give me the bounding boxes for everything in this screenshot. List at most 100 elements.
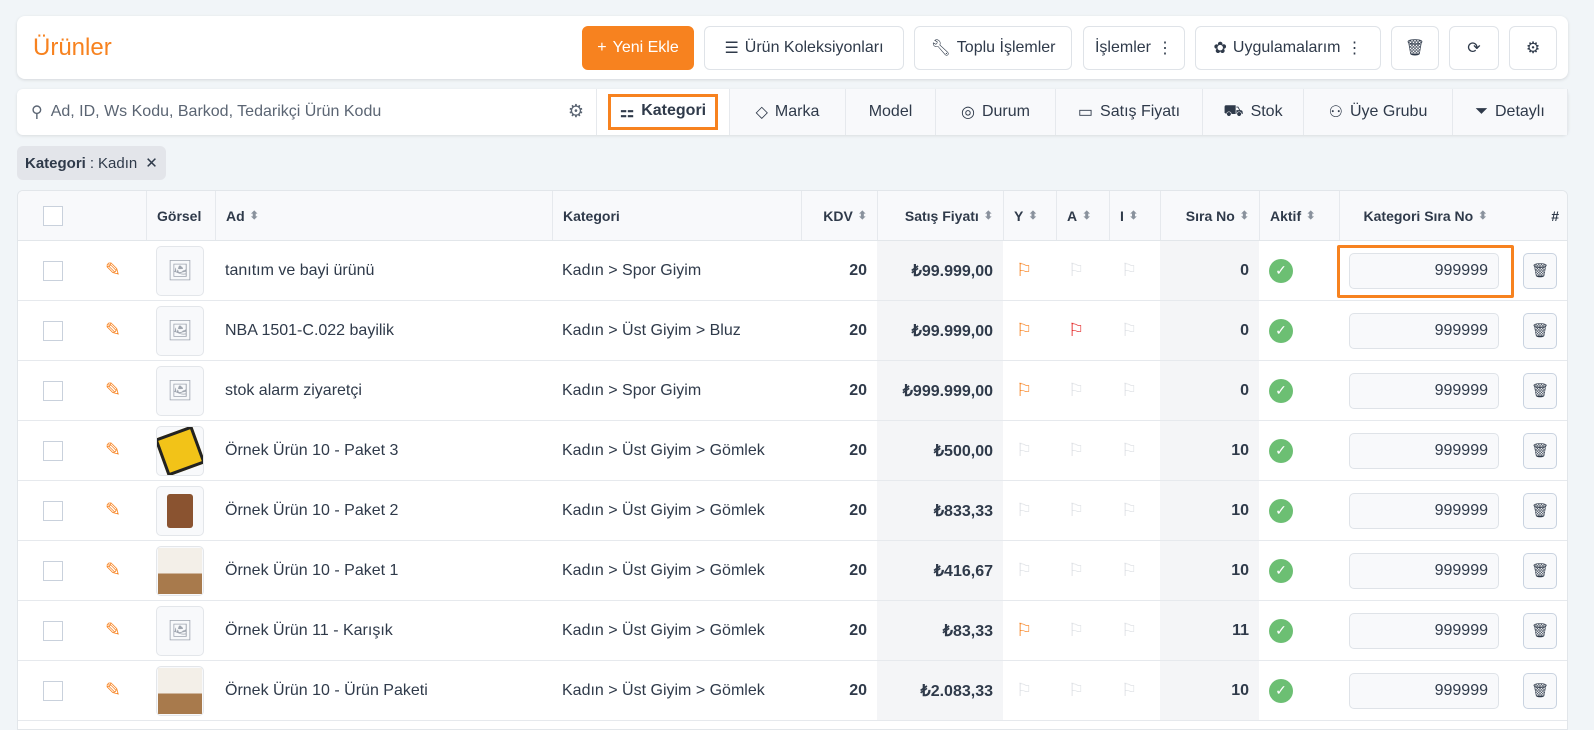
category-order-input[interactable]: 999999 bbox=[1349, 361, 1499, 420]
row-delete-button[interactable]: 🗑︎ bbox=[1523, 421, 1557, 480]
product-thumbnail[interactable]: 🖼︎ bbox=[156, 241, 204, 300]
row-delete-button[interactable]: 🗑︎ bbox=[1523, 481, 1557, 540]
filter-durum[interactable]: ◎ Durum bbox=[936, 89, 1056, 135]
actions-button[interactable]: İşlemler ⋮ bbox=[1083, 26, 1185, 70]
active-check-icon[interactable]: ✓ bbox=[1269, 241, 1293, 300]
row-checkbox[interactable] bbox=[43, 421, 63, 480]
flag-i-icon[interactable]: ⚐ bbox=[1121, 560, 1138, 580]
product-name[interactable]: Örnek Ürün 10 - Ürün Paketi bbox=[225, 681, 428, 699]
flag-i-icon[interactable]: ⚐ bbox=[1121, 320, 1138, 340]
flag-y-icon[interactable]: ⚐ bbox=[1016, 440, 1033, 460]
col-y[interactable]: Y ⬍ bbox=[1003, 191, 1056, 240]
filter-model[interactable]: Model bbox=[846, 89, 936, 135]
product-name[interactable]: NBA 1501-C.022 bayilik bbox=[225, 321, 394, 339]
active-check-icon[interactable]: ✓ bbox=[1269, 301, 1293, 360]
flag-a-icon[interactable]: ⚐ bbox=[1068, 560, 1085, 580]
apps-button[interactable]: ✿ Uygulamalarım ⋮ bbox=[1195, 26, 1381, 70]
delete-button[interactable]: 🗑︎ bbox=[1391, 26, 1439, 70]
flag-a-icon[interactable]: ⚐ bbox=[1068, 320, 1085, 340]
product-thumbnail[interactable] bbox=[156, 481, 204, 540]
search-settings-icon[interactable]: ⚙ bbox=[567, 101, 584, 121]
row-delete-button[interactable]: 🗑︎ bbox=[1523, 301, 1557, 360]
product-thumbnail[interactable] bbox=[156, 541, 204, 600]
filter-detayli[interactable]: ⏷ Detaylı bbox=[1453, 89, 1568, 135]
row-checkbox[interactable] bbox=[43, 661, 63, 720]
active-check-icon[interactable]: ✓ bbox=[1269, 421, 1293, 480]
collections-button[interactable]: ☰ Ürün Koleksiyonları bbox=[704, 26, 904, 70]
flag-y-icon[interactable]: ⚐ bbox=[1016, 260, 1033, 280]
filter-stok[interactable]: ⛟ Stok bbox=[1203, 89, 1304, 135]
filter-uye-grubu[interactable]: ⚇ Üye Grubu bbox=[1304, 89, 1453, 135]
flag-a-icon[interactable]: ⚐ bbox=[1068, 680, 1085, 700]
col-a[interactable]: A ⬍ bbox=[1056, 191, 1109, 240]
product-name[interactable]: Örnek Ürün 10 - Paket 1 bbox=[225, 561, 399, 579]
active-check-icon[interactable]: ✓ bbox=[1269, 481, 1293, 540]
flag-i-icon[interactable]: ⚐ bbox=[1121, 380, 1138, 400]
col-vat[interactable]: KDV ⬍ bbox=[801, 191, 877, 240]
flag-y-icon[interactable]: ⚐ bbox=[1016, 680, 1033, 700]
category-order-input[interactable]: 999999 bbox=[1349, 241, 1499, 300]
category-order-input[interactable]: 999999 bbox=[1349, 421, 1499, 480]
flag-y-icon[interactable]: ⚐ bbox=[1016, 560, 1033, 580]
row-delete-button[interactable]: 🗑︎ bbox=[1523, 241, 1557, 300]
flag-a-icon[interactable]: ⚐ bbox=[1068, 440, 1085, 460]
filter-satis-fiyati[interactable]: ▭ Satış Fiyatı bbox=[1056, 89, 1203, 135]
flag-i-icon[interactable]: ⚐ bbox=[1121, 680, 1138, 700]
row-checkbox[interactable] bbox=[43, 241, 63, 300]
category-order-input[interactable]: 999999 bbox=[1349, 661, 1499, 720]
new-button[interactable]: + Yeni Ekle bbox=[582, 26, 694, 70]
flag-i-icon[interactable]: ⚐ bbox=[1121, 500, 1138, 520]
category-order-input[interactable]: 999999 bbox=[1349, 481, 1499, 540]
edit-icon[interactable]: ✎ bbox=[105, 320, 121, 341]
edit-icon[interactable]: ✎ bbox=[105, 500, 121, 521]
product-name[interactable]: tanıtım ve bayi ürünü bbox=[225, 261, 375, 279]
col-i[interactable]: I ⬍ bbox=[1109, 191, 1160, 240]
product-name[interactable]: Örnek Ürün 11 - Karışık bbox=[225, 621, 393, 639]
category-order-input[interactable]: 999999 bbox=[1349, 541, 1499, 600]
edit-icon[interactable]: ✎ bbox=[105, 440, 121, 461]
row-checkbox[interactable] bbox=[43, 361, 63, 420]
edit-icon[interactable]: ✎ bbox=[105, 260, 121, 281]
close-icon[interactable]: ✕ bbox=[145, 155, 158, 172]
product-thumbnail[interactable] bbox=[156, 421, 204, 480]
edit-icon[interactable]: ✎ bbox=[105, 680, 121, 701]
product-name[interactable]: stok alarm ziyaretçi bbox=[225, 381, 362, 399]
edit-icon[interactable]: ✎ bbox=[105, 560, 121, 581]
product-thumbnail[interactable] bbox=[156, 661, 204, 720]
row-checkbox[interactable] bbox=[43, 481, 63, 540]
product-name[interactable]: Örnek Ürün 10 - Paket 3 bbox=[225, 441, 399, 459]
flag-y-icon[interactable]: ⚐ bbox=[1016, 380, 1033, 400]
row-delete-button[interactable]: 🗑︎ bbox=[1523, 661, 1557, 720]
active-check-icon[interactable]: ✓ bbox=[1269, 361, 1293, 420]
product-name[interactable]: Örnek Ürün 10 - Paket 2 bbox=[225, 501, 399, 519]
bulk-actions-button[interactable]: 🔧︎ Toplu İşlemler bbox=[914, 26, 1072, 70]
category-order-input[interactable]: 999999 bbox=[1349, 301, 1499, 360]
flag-a-icon[interactable]: ⚐ bbox=[1068, 260, 1085, 280]
row-delete-button[interactable]: 🗑︎ bbox=[1523, 361, 1557, 420]
active-check-icon[interactable]: ✓ bbox=[1269, 601, 1293, 660]
col-order[interactable]: Sıra No ⬍ bbox=[1160, 191, 1259, 240]
select-all-checkbox[interactable] bbox=[43, 191, 63, 240]
filter-marka[interactable]: ◇ Marka bbox=[730, 89, 846, 135]
col-price[interactable]: Satış Fiyatı ⬍ bbox=[877, 191, 1003, 240]
flag-a-icon[interactable]: ⚐ bbox=[1068, 620, 1085, 640]
filter-kategori[interactable]: ⚏ Kategori bbox=[597, 89, 730, 135]
active-check-icon[interactable]: ✓ bbox=[1269, 541, 1293, 600]
flag-y-icon[interactable]: ⚐ bbox=[1016, 320, 1033, 340]
refresh-button[interactable]: ⟳ bbox=[1449, 26, 1499, 70]
flag-i-icon[interactable]: ⚐ bbox=[1121, 620, 1138, 640]
flag-i-icon[interactable]: ⚐ bbox=[1121, 440, 1138, 460]
edit-icon[interactable]: ✎ bbox=[105, 620, 121, 641]
settings-button[interactable]: ⚙ bbox=[1509, 26, 1557, 70]
col-active[interactable]: Aktif ⬍ bbox=[1259, 191, 1339, 240]
edit-icon[interactable]: ✎ bbox=[105, 380, 121, 401]
col-cat-order[interactable]: Kategori Sıra No ⬍ bbox=[1339, 191, 1511, 240]
category-order-input[interactable]: 999999 bbox=[1349, 601, 1499, 660]
search-input[interactable]: ⚲ Ad, ID, Ws Kodu, Barkod, Tedarikçi Ürün… bbox=[17, 89, 597, 135]
flag-y-icon[interactable]: ⚐ bbox=[1016, 620, 1033, 640]
flag-a-icon[interactable]: ⚐ bbox=[1068, 500, 1085, 520]
row-checkbox[interactable] bbox=[43, 301, 63, 360]
flag-y-icon[interactable]: ⚐ bbox=[1016, 500, 1033, 520]
row-delete-button[interactable]: 🗑︎ bbox=[1523, 541, 1557, 600]
row-checkbox[interactable] bbox=[43, 601, 63, 660]
